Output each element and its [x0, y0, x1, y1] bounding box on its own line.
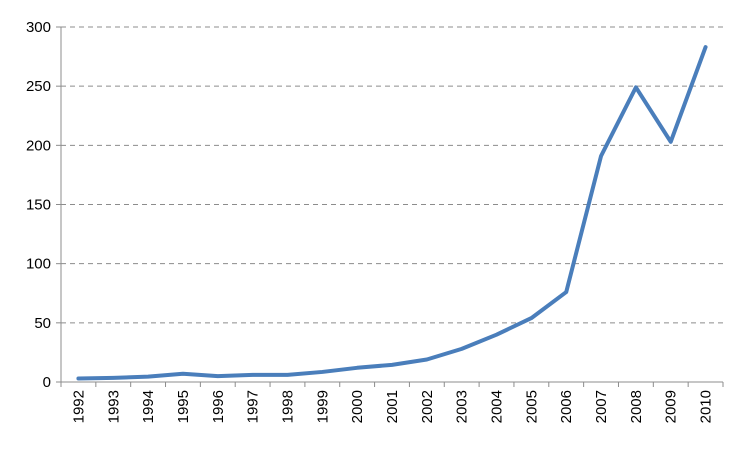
x-tick-label: 2002: [419, 390, 436, 423]
x-tick-label: 1998: [279, 390, 296, 423]
x-axis: 1992 1993 1994 1995 1996 1997 1998 1999 2000 2001…: [60, 381, 724, 423]
y-tick-label: 250: [26, 78, 51, 95]
x-tick-label: 2001: [384, 390, 401, 423]
x-tick-label: 2007: [593, 390, 610, 423]
x-tick-label: 1995: [175, 390, 192, 423]
gridlines: [61, 26, 723, 324]
x-tick-label: 2010: [698, 390, 715, 423]
x-tick-label: 2005: [523, 390, 540, 423]
y-tick-label: 150: [26, 197, 51, 214]
x-tick-label: 1997: [245, 390, 262, 423]
x-tick-label: 1999: [314, 390, 331, 423]
series-line: [76, 45, 708, 381]
y-tick-label: 50: [34, 315, 51, 332]
x-tick-label: 2006: [558, 390, 575, 423]
series-group: [76, 45, 708, 381]
x-tick-label: 2004: [489, 390, 506, 423]
x-tick-label: 1994: [140, 390, 157, 423]
y-tick-label: 0: [43, 374, 51, 391]
x-tick-label: 1992: [70, 390, 87, 423]
y-axis: 0 50 100 150 200 250 300: [26, 19, 62, 391]
y-tick-label: 100: [26, 256, 51, 273]
x-tick-label: 2008: [628, 390, 645, 423]
x-tick-label: 1996: [210, 390, 227, 423]
y-tick-label: 300: [26, 19, 51, 36]
x-tick-label: 2000: [349, 390, 366, 423]
x-tick-label: 2009: [663, 390, 680, 423]
y-tick-label: 200: [26, 137, 51, 154]
x-tick-label: 1993: [105, 390, 122, 423]
x-tick-label: 2003: [454, 390, 471, 423]
